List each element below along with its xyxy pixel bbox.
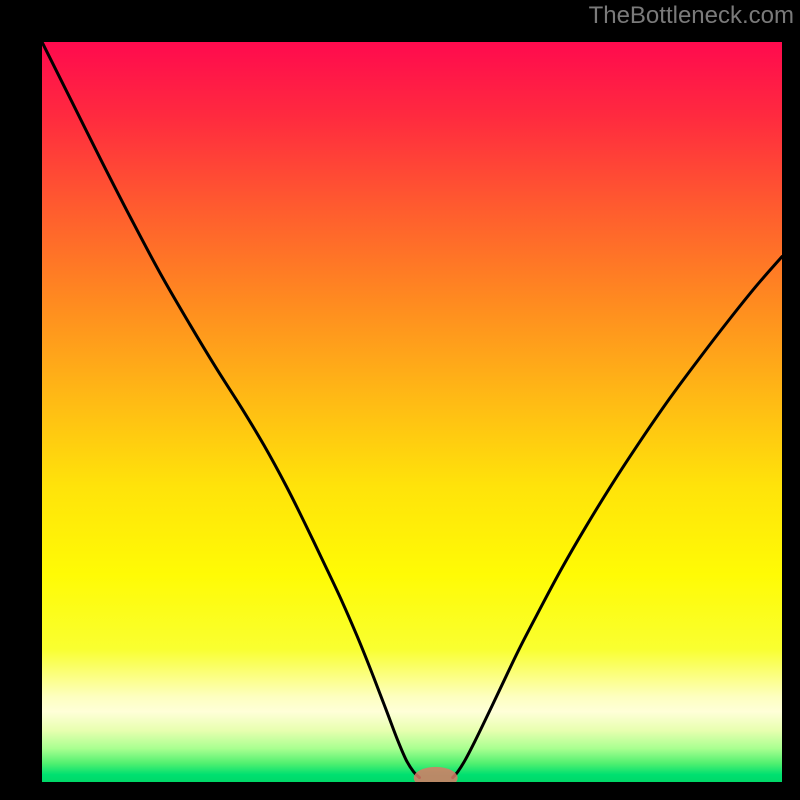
bottleneck-chart (42, 42, 782, 782)
gradient-background (42, 42, 782, 782)
chart-container: TheBottleneck.com (0, 0, 800, 800)
watermark-text: TheBottleneck.com (589, 2, 794, 30)
plot-area (42, 42, 782, 782)
